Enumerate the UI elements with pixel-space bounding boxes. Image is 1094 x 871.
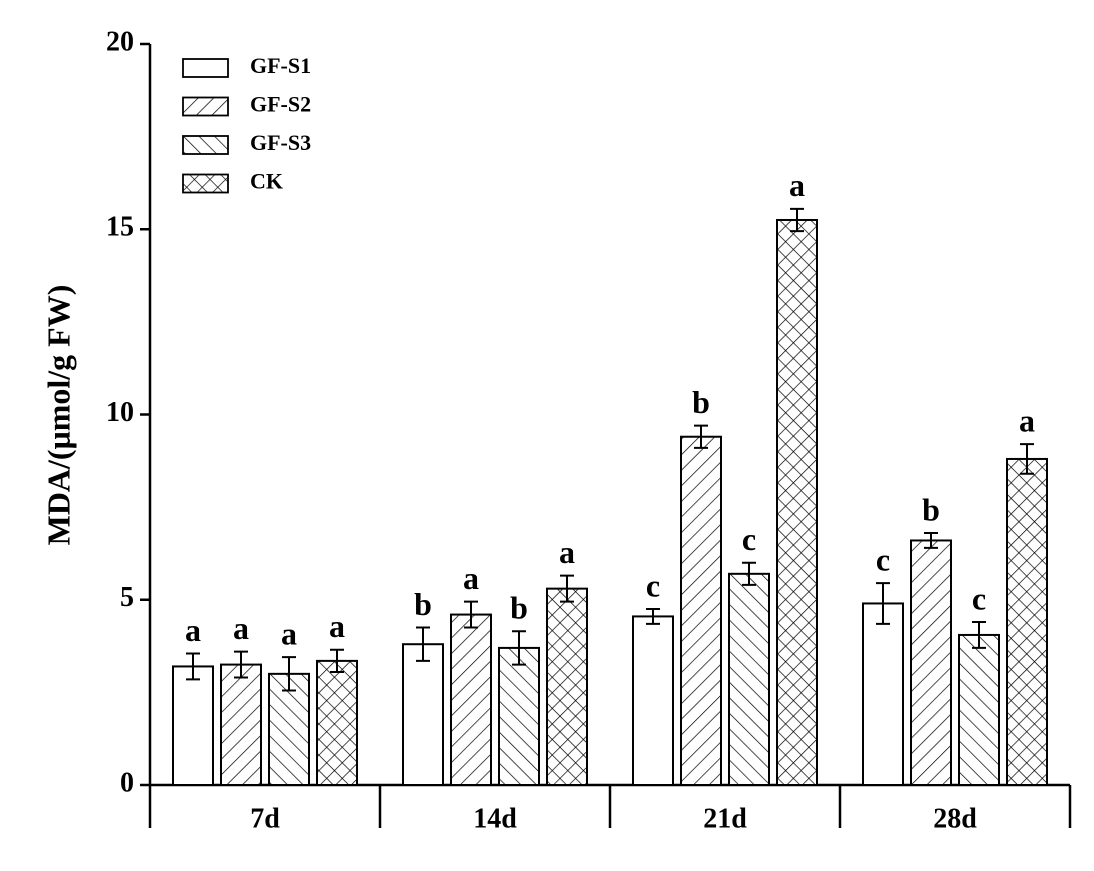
significance-letter: a — [463, 560, 479, 596]
error-bar — [330, 648, 344, 673]
significance-letter: b — [922, 491, 940, 527]
y-tick-label: 10 — [106, 397, 134, 428]
legend-swatch — [182, 135, 229, 155]
legend-label: GF-S2 — [250, 92, 311, 117]
x-tick-label: 14d — [473, 803, 517, 834]
x-tick-label: 7d — [250, 803, 280, 834]
error-bar — [972, 620, 986, 649]
significance-letter: a — [281, 616, 297, 652]
bar — [498, 646, 540, 786]
bar — [402, 643, 444, 787]
significance-letter: a — [233, 610, 249, 646]
significance-letter: b — [510, 590, 528, 626]
significance-letter: b — [692, 384, 710, 420]
significance-letter: a — [559, 534, 575, 570]
y-axis-label: MDA/(μmol/g FW) — [40, 285, 76, 546]
significance-letter: a — [789, 167, 805, 203]
error-bar — [512, 630, 526, 666]
error-bar — [694, 424, 708, 449]
bar — [316, 659, 358, 787]
error-bar — [646, 608, 660, 625]
legend-swatch — [182, 173, 229, 194]
y-tick-label: 15 — [106, 212, 134, 243]
error-bar — [790, 207, 804, 233]
x-tick-label: 21d — [703, 803, 747, 834]
significance-letter: c — [972, 580, 986, 616]
bar — [680, 435, 722, 786]
error-bar — [876, 582, 890, 625]
bar — [172, 665, 214, 786]
significance-letter: c — [646, 567, 660, 603]
y-tick-label: 20 — [106, 26, 134, 57]
error-bar — [924, 532, 938, 549]
significance-letter: a — [185, 612, 201, 648]
bar — [862, 602, 904, 787]
significance-letter: a — [329, 608, 345, 644]
legend-label: CK — [250, 169, 283, 194]
bar — [546, 587, 588, 787]
significance-letter: c — [876, 541, 890, 577]
bar — [220, 663, 262, 787]
legend-swatch — [182, 96, 229, 117]
bar — [1006, 457, 1048, 786]
bar — [728, 572, 770, 786]
bar — [632, 615, 674, 786]
y-tick-label: 0 — [120, 767, 134, 798]
bar — [910, 539, 952, 786]
error-bar — [1020, 443, 1034, 475]
bar — [958, 633, 1000, 787]
bar — [268, 672, 310, 786]
error-bar — [464, 600, 478, 629]
significance-letter: a — [1019, 402, 1035, 438]
error-bar — [742, 561, 756, 586]
error-bar — [186, 652, 200, 681]
significance-letter: c — [742, 521, 756, 557]
bar — [776, 218, 818, 787]
bar — [450, 613, 492, 786]
legend-swatch — [182, 58, 229, 78]
y-tick-label: 5 — [120, 582, 134, 613]
error-bar — [416, 626, 430, 662]
error-bar — [234, 650, 248, 679]
error-bar — [282, 656, 296, 692]
legend-label: GF-S3 — [250, 130, 311, 155]
x-tick-label: 28d — [933, 803, 977, 834]
error-bar — [560, 574, 574, 603]
significance-letter: b — [414, 586, 432, 622]
legend-label: GF-S1 — [250, 53, 311, 78]
